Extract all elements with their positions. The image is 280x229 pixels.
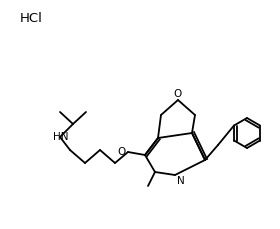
Text: O: O	[174, 89, 182, 99]
Text: N: N	[177, 176, 185, 186]
Text: O: O	[118, 147, 126, 157]
Text: HN: HN	[53, 132, 69, 142]
Text: HCl: HCl	[20, 11, 43, 25]
